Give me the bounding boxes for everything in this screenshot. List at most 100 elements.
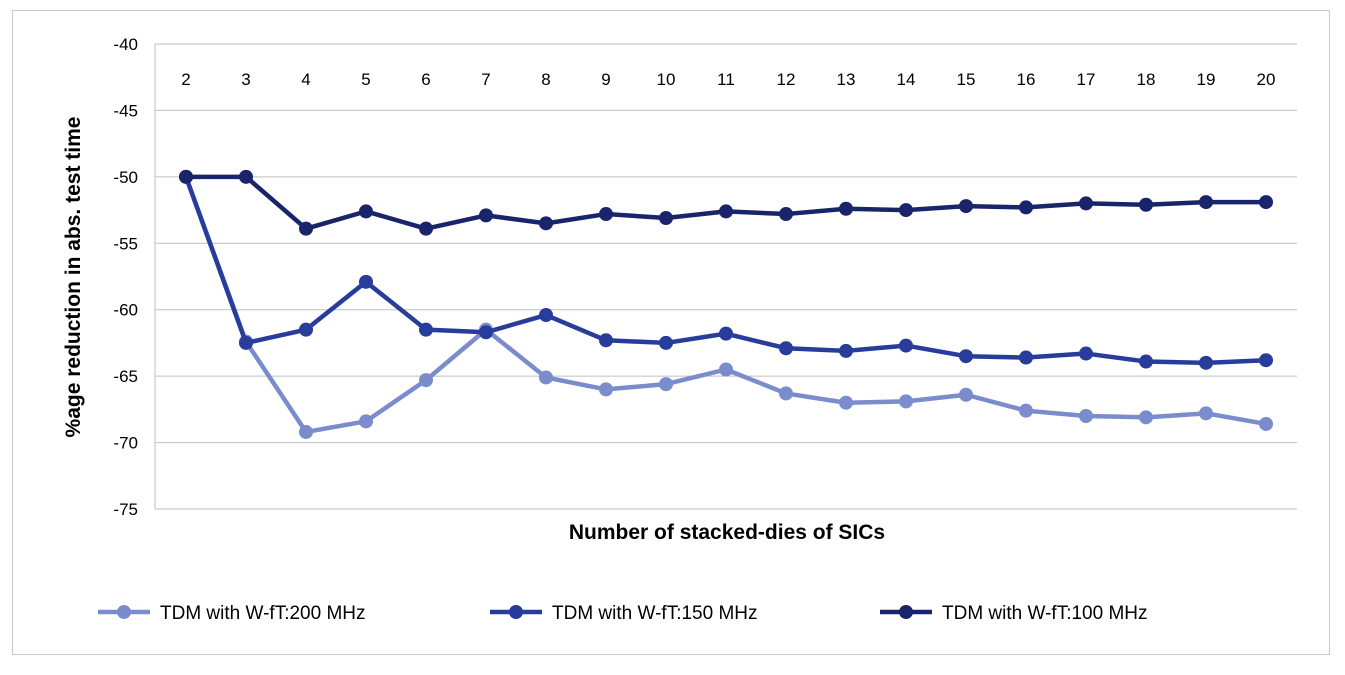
data-point (839, 201, 853, 216)
y-tick-label: -50 (113, 168, 138, 187)
data-point (299, 424, 313, 439)
data-point (1019, 403, 1033, 418)
y-tick-label: -60 (113, 301, 138, 320)
data-point (1199, 355, 1213, 370)
data-point (959, 199, 973, 214)
data-point (359, 274, 373, 289)
data-point (779, 386, 793, 401)
x-tick-label: 16 (1017, 70, 1036, 89)
data-point (239, 335, 253, 350)
data-point (479, 208, 493, 223)
data-point (179, 169, 193, 184)
legend-label: TDM with W-fT:200 MHz (160, 603, 366, 624)
data-point (599, 382, 613, 397)
x-tick-label: 5 (361, 70, 370, 89)
series-group (179, 169, 1273, 439)
data-point (839, 343, 853, 358)
data-point (779, 341, 793, 356)
data-point (719, 204, 733, 219)
data-point (299, 322, 313, 337)
data-point (539, 370, 553, 385)
data-point (719, 326, 733, 341)
x-tick-labels: 2 3 4 5 6 7 8 9 10 11 12 13 14 15 16 17 18 19 20 (181, 70, 1275, 89)
data-point (1019, 350, 1033, 365)
legend: TDM with W-fT:200 MHz TDM with W-fT:150 M… (98, 603, 1148, 624)
legend-label: TDM with W-fT:150 MHz (552, 603, 758, 624)
x-tick-label: 17 (1077, 70, 1096, 89)
y-tick-label: -65 (113, 367, 138, 386)
data-point (779, 207, 793, 222)
data-point (359, 204, 373, 219)
data-point (1259, 353, 1273, 368)
x-tick-label: 8 (541, 70, 550, 89)
data-point (1139, 354, 1153, 369)
y-axis-title: %age reduction in abs. test time (62, 117, 85, 438)
x-tick-label: 10 (657, 70, 676, 89)
y-tick-label: -75 (113, 500, 138, 519)
data-point (659, 211, 673, 226)
y-tick-label: -55 (113, 234, 138, 253)
data-point (599, 207, 613, 222)
data-point (899, 203, 913, 218)
y-tick-label: -70 (113, 434, 138, 453)
data-point (1079, 346, 1093, 361)
legend-swatch-marker (509, 605, 523, 619)
data-point (419, 221, 433, 236)
series-3 (179, 169, 1273, 236)
x-tick-label: 11 (717, 70, 735, 89)
x-tick-label: 6 (421, 70, 430, 89)
x-tick-label: 4 (301, 70, 310, 89)
data-point (899, 394, 913, 409)
x-tick-label: 18 (1137, 70, 1156, 89)
x-tick-label: 15 (957, 70, 976, 89)
data-point (959, 349, 973, 364)
data-point (1019, 200, 1033, 215)
data-point (1259, 195, 1273, 210)
y-tick-label: -45 (113, 101, 138, 120)
data-point (299, 221, 313, 236)
data-point (539, 308, 553, 323)
data-point (419, 373, 433, 388)
data-point (1199, 195, 1213, 210)
legend-swatch-marker (899, 605, 913, 619)
x-axis-title: Number of stacked-dies of SICs (569, 521, 885, 544)
data-point (659, 335, 673, 350)
series-2 (179, 169, 1273, 370)
data-point (599, 333, 613, 348)
x-tick-label: 2 (181, 70, 190, 89)
data-point (719, 362, 733, 377)
x-tick-label: 13 (837, 70, 856, 89)
chart-frame (12, 10, 1330, 655)
legend-swatch-marker (117, 605, 131, 619)
data-point (479, 325, 493, 340)
data-point (1079, 196, 1093, 211)
data-point (539, 216, 553, 231)
x-tick-label: 14 (897, 70, 916, 89)
legend-label: TDM with W-fT:100 MHz (942, 603, 1148, 624)
data-point (1199, 406, 1213, 421)
data-point (1259, 416, 1273, 431)
data-point (659, 377, 673, 392)
data-point (959, 387, 973, 402)
x-tick-label: 9 (601, 70, 610, 89)
data-point (899, 338, 913, 353)
data-point (239, 169, 253, 184)
x-tick-label: 7 (481, 70, 490, 89)
y-tick-label: -40 (113, 35, 138, 54)
legend-item: TDM with W-fT:200 MHz (98, 603, 366, 624)
x-tick-label: 19 (1197, 70, 1216, 89)
data-point (419, 322, 433, 337)
data-point (839, 395, 853, 410)
legend-item: TDM with W-fT:100 MHz (880, 603, 1148, 624)
series-line (186, 174, 1266, 231)
y-tick-labels: -40 -45 -50 -55 -60 -65 -70 -75 (113, 35, 138, 519)
x-tick-label: 12 (777, 70, 796, 89)
data-point (1139, 410, 1153, 425)
data-point (1079, 409, 1093, 423)
legend-item: TDM with W-fT:150 MHz (490, 603, 758, 624)
x-tick-label: 3 (241, 70, 250, 89)
data-point (1139, 197, 1153, 212)
data-point (359, 414, 373, 429)
x-tick-label: 20 (1257, 70, 1276, 89)
